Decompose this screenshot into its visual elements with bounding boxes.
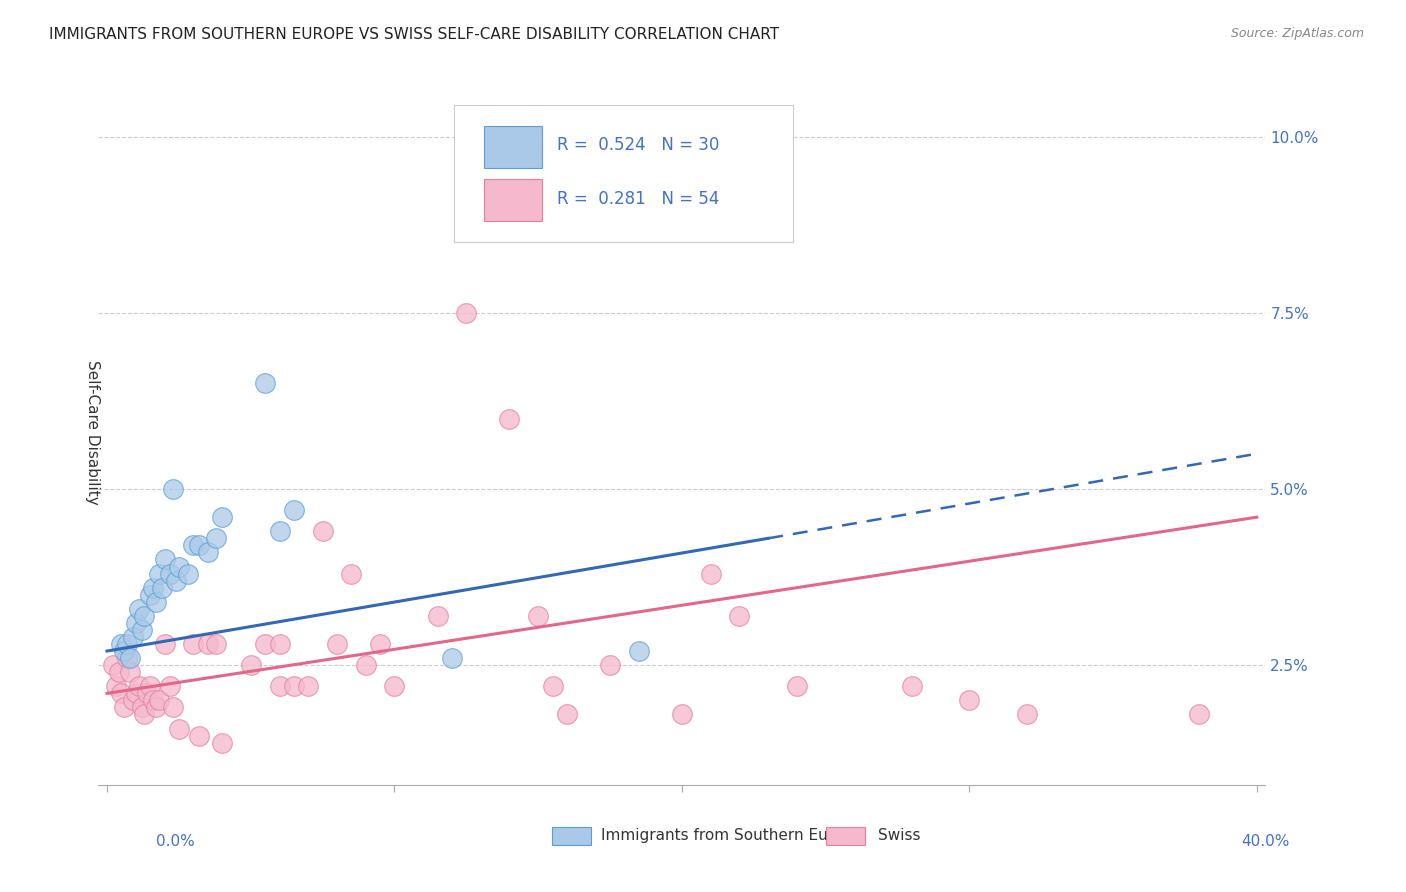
Point <box>159 566 181 581</box>
Point <box>211 510 233 524</box>
Point <box>188 729 211 743</box>
Point <box>311 524 333 539</box>
Point <box>671 707 693 722</box>
Point <box>139 588 162 602</box>
Point <box>139 679 162 693</box>
Y-axis label: Self-Care Disability: Self-Care Disability <box>84 360 100 505</box>
Point <box>162 700 184 714</box>
Point <box>197 545 219 559</box>
Point <box>555 707 578 722</box>
Point <box>115 651 138 665</box>
Point <box>142 693 165 707</box>
Point <box>136 686 159 700</box>
Point <box>368 637 391 651</box>
Text: R =  0.281   N = 54: R = 0.281 N = 54 <box>557 190 720 208</box>
Text: Swiss: Swiss <box>877 829 921 843</box>
Point <box>297 679 319 693</box>
Point <box>159 679 181 693</box>
Point <box>181 637 204 651</box>
Point <box>131 623 153 637</box>
Point <box>188 538 211 552</box>
Point <box>153 552 176 566</box>
Point <box>283 503 305 517</box>
Point <box>118 651 141 665</box>
Point <box>142 581 165 595</box>
Point <box>728 608 751 623</box>
Point <box>145 595 167 609</box>
Point <box>269 679 291 693</box>
Point <box>165 574 187 588</box>
Point <box>440 651 463 665</box>
Point <box>104 679 127 693</box>
Point <box>699 566 721 581</box>
Point <box>254 637 277 651</box>
FancyBboxPatch shape <box>454 105 793 243</box>
Point <box>107 665 129 680</box>
Point <box>786 679 808 693</box>
Point <box>269 524 291 539</box>
Text: Immigrants from Southern Europe: Immigrants from Southern Europe <box>602 829 862 843</box>
Point <box>239 658 262 673</box>
Point <box>128 601 150 615</box>
Point <box>148 693 170 707</box>
Point <box>167 559 190 574</box>
Point <box>384 679 406 693</box>
Point <box>101 658 124 673</box>
Text: R =  0.524   N = 30: R = 0.524 N = 30 <box>557 136 720 154</box>
Point <box>326 637 349 651</box>
Point <box>205 637 228 651</box>
Point <box>112 700 135 714</box>
Text: IMMIGRANTS FROM SOUTHERN EUROPE VS SWISS SELF-CARE DISABILITY CORRELATION CHART: IMMIGRANTS FROM SOUTHERN EUROPE VS SWISS… <box>49 27 779 42</box>
Point <box>627 644 650 658</box>
Point <box>162 482 184 496</box>
Point <box>125 615 148 630</box>
Point <box>197 637 219 651</box>
Point <box>115 637 138 651</box>
Point <box>456 306 478 320</box>
Point <box>134 707 156 722</box>
Point <box>110 686 132 700</box>
Point <box>957 693 980 707</box>
Point <box>470 200 492 214</box>
Point <box>118 665 141 680</box>
Point <box>254 376 277 391</box>
Point <box>340 566 363 581</box>
Point <box>1188 707 1211 722</box>
Point <box>283 679 305 693</box>
Point <box>181 538 204 552</box>
Point <box>599 658 621 673</box>
Point <box>176 566 198 581</box>
Point <box>148 566 170 581</box>
Point <box>110 637 132 651</box>
FancyBboxPatch shape <box>484 126 541 169</box>
Point <box>498 411 520 425</box>
Point <box>145 700 167 714</box>
Point <box>128 679 150 693</box>
Point <box>426 608 449 623</box>
Point <box>125 686 148 700</box>
Point <box>167 722 190 736</box>
Point <box>122 693 145 707</box>
Point <box>205 532 228 546</box>
Point <box>112 644 135 658</box>
Text: Source: ZipAtlas.com: Source: ZipAtlas.com <box>1230 27 1364 40</box>
Point <box>131 700 153 714</box>
FancyBboxPatch shape <box>484 179 541 221</box>
Text: 40.0%: 40.0% <box>1241 834 1289 849</box>
Point <box>527 608 550 623</box>
Point <box>1015 707 1038 722</box>
Text: 0.0%: 0.0% <box>156 834 195 849</box>
Point <box>354 658 377 673</box>
Point <box>134 608 156 623</box>
Point <box>269 637 291 651</box>
Point <box>150 581 173 595</box>
Point <box>122 630 145 644</box>
Point <box>211 736 233 750</box>
Point <box>153 637 176 651</box>
Point <box>541 679 564 693</box>
Point <box>901 679 924 693</box>
